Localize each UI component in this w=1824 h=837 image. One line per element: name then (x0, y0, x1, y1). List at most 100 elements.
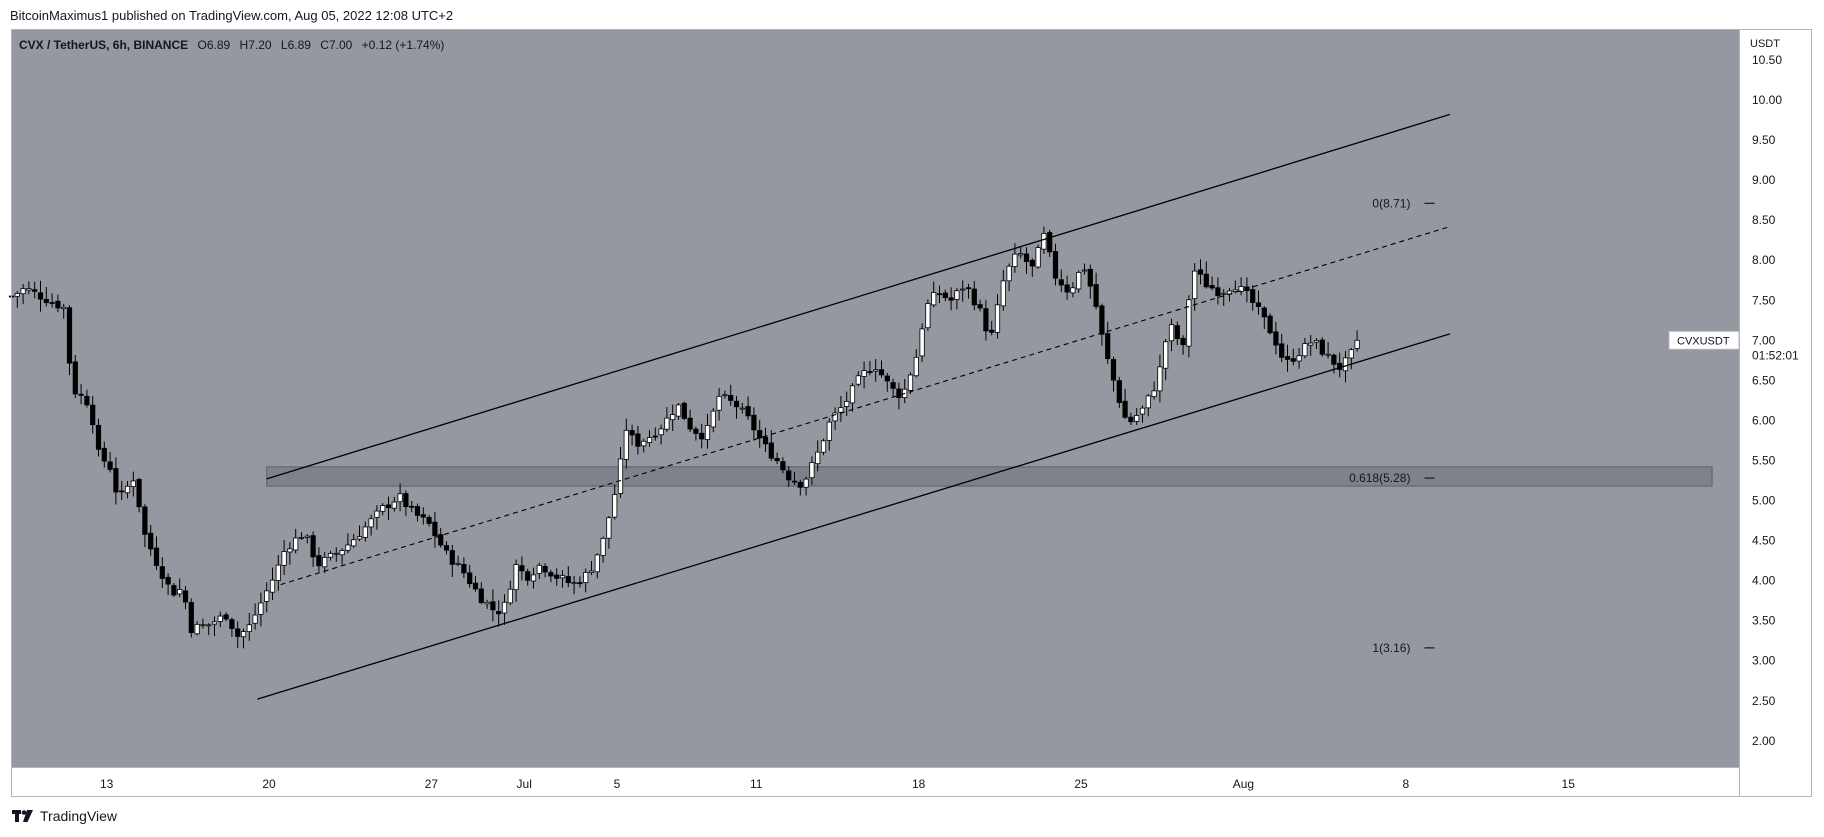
candle-body (501, 601, 508, 614)
price-tick-label: 6.50 (1752, 373, 1776, 387)
candle-body (153, 547, 160, 566)
price-tick-label: 2.50 (1752, 694, 1776, 708)
price-axis[interactable] (1739, 29, 1813, 797)
candle-body (641, 440, 647, 447)
price-tick-label: 3.00 (1752, 654, 1776, 668)
candle-body (240, 631, 247, 638)
change-value: +0.12 (+1.74%) (361, 38, 445, 52)
candle-body (142, 506, 148, 535)
candle-body (722, 394, 728, 397)
candle-body (530, 574, 537, 582)
candle-body (600, 537, 606, 556)
symbol-tag-label: CVXUSDT (1677, 335, 1730, 347)
time-tick-label: 5 (614, 777, 621, 791)
symbol-legend[interactable]: CVX / TetherUS, 6h, BINANCE O6.89 H7.20 … (19, 38, 444, 52)
candle-body (832, 412, 838, 422)
candle-body (1331, 354, 1337, 365)
candle-body (617, 458, 624, 494)
candle-body (426, 517, 432, 524)
candle-body (385, 504, 392, 509)
footer-brand-text: TradingView (40, 808, 118, 824)
candle-body (182, 590, 189, 603)
candle-body (1174, 325, 1180, 340)
candle-body (786, 470, 792, 481)
candle-body (310, 535, 316, 558)
time-axis[interactable] (11, 767, 1739, 798)
candle-body (693, 428, 699, 434)
candle-body (275, 564, 281, 581)
candle-body (1110, 359, 1117, 381)
time-tick-label: 25 (1074, 777, 1088, 791)
candle-body (884, 375, 890, 382)
candle-body (414, 506, 421, 516)
candle-body (438, 534, 444, 546)
fib-level-label: 1(3.16) (1372, 641, 1410, 655)
chart-pane[interactable] (11, 29, 1739, 797)
candle-body (855, 375, 861, 385)
candle-body (403, 493, 409, 508)
candle-body (316, 555, 322, 567)
time-tick-label: Jul (517, 777, 532, 791)
candle-body (119, 490, 125, 493)
candle-body (931, 292, 937, 306)
candle-body (374, 510, 380, 518)
candle-body (304, 535, 310, 538)
candle-body (78, 393, 84, 396)
candle-body (1000, 280, 1006, 307)
candle-body (739, 407, 745, 410)
candle-body (1139, 407, 1146, 415)
candle-body (61, 306, 67, 309)
candle-body (942, 292, 948, 298)
candle-body (1203, 273, 1209, 288)
candle-body (351, 539, 357, 547)
candle-body (432, 521, 438, 537)
candle-body (994, 304, 1001, 333)
candle-body (646, 437, 653, 443)
candle-body (797, 482, 803, 488)
candle-body (90, 404, 96, 426)
candle-body (762, 436, 769, 445)
candle-body (194, 623, 200, 635)
candle-body (878, 369, 885, 376)
candle-body (229, 619, 235, 629)
footer-brand[interactable]: TradingView (12, 808, 117, 824)
candle-body (1279, 343, 1285, 358)
candle-body (409, 505, 415, 508)
candle-body (43, 298, 49, 304)
candle-body (699, 432, 705, 440)
price-tick-label: 8.50 (1752, 213, 1776, 227)
candle-body (675, 404, 682, 417)
candle-body (844, 400, 850, 407)
candle-body (1081, 269, 1088, 272)
candle-body (907, 374, 914, 391)
price-tick-label: 3.50 (1752, 614, 1776, 628)
candle-body (733, 400, 740, 408)
candle-body (670, 414, 676, 421)
time-tick-label: 13 (100, 777, 114, 791)
candle-body (977, 304, 983, 309)
candle-body (1122, 400, 1128, 418)
candle-body (380, 505, 386, 512)
candle-body (1076, 272, 1082, 290)
candle-body (525, 571, 531, 581)
time-tick-label: Aug (1233, 777, 1254, 791)
candle-body (1255, 302, 1262, 307)
symbol-title[interactable]: CVX / TetherUS, 6h, BINANCE (19, 38, 189, 52)
channel-upper-line (266, 113, 1451, 480)
time-tick-label: 15 (1562, 777, 1576, 791)
price-tick-label: 4.50 (1752, 534, 1776, 548)
candle-body (983, 308, 989, 332)
candle-body (565, 576, 571, 584)
candle-body (1342, 357, 1349, 372)
price-tick-label: 9.50 (1752, 133, 1776, 147)
candle-body (1168, 324, 1175, 342)
candle-body (1267, 315, 1273, 334)
publisher-header: BitcoinMaximus1 published on TradingView… (10, 8, 454, 23)
candle-body (327, 553, 334, 558)
candle-body (449, 550, 455, 565)
candle-body (513, 564, 519, 591)
candle-body (960, 288, 966, 291)
channel-middle-line (280, 226, 1451, 586)
candle-body (948, 297, 954, 301)
